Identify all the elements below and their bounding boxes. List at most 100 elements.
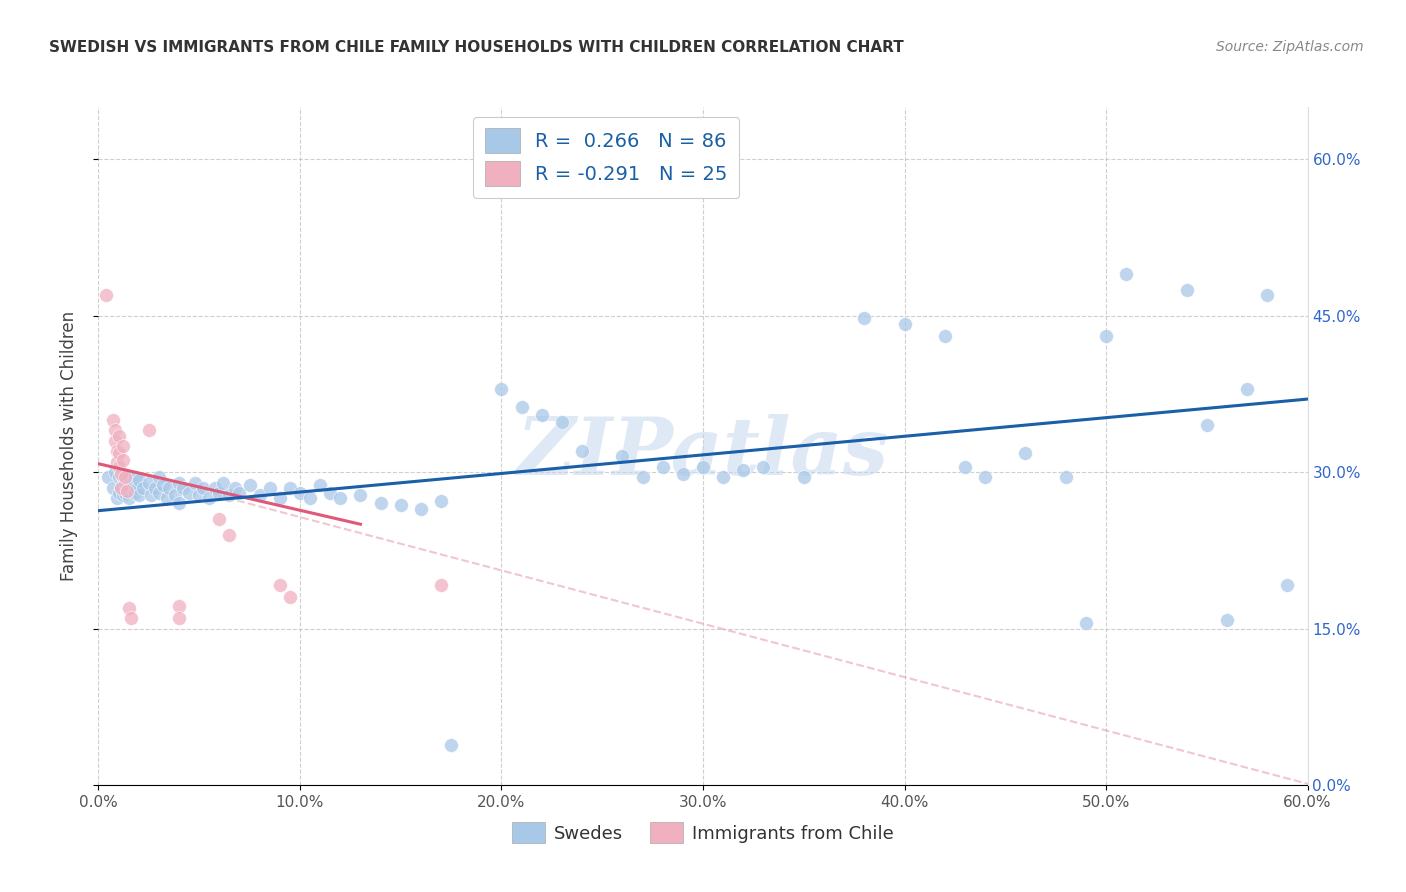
Point bbox=[143, 481, 166, 495]
Point bbox=[114, 486, 136, 500]
Point bbox=[530, 408, 553, 422]
Point bbox=[224, 481, 246, 495]
Point bbox=[733, 463, 755, 477]
Point bbox=[111, 488, 134, 502]
Point bbox=[157, 481, 180, 495]
Point bbox=[893, 317, 915, 331]
Point bbox=[107, 459, 129, 474]
Point bbox=[1115, 267, 1137, 281]
Point bbox=[105, 455, 128, 469]
Point bbox=[103, 465, 125, 479]
Point bbox=[370, 496, 392, 510]
Point bbox=[571, 444, 593, 458]
Point bbox=[204, 481, 226, 495]
Point bbox=[120, 481, 142, 495]
Point bbox=[115, 481, 138, 495]
Point bbox=[184, 475, 207, 490]
Point bbox=[208, 512, 231, 526]
Point bbox=[218, 527, 240, 541]
Text: ZIPatlas: ZIPatlas bbox=[517, 414, 889, 491]
Point bbox=[249, 488, 271, 502]
Point bbox=[1277, 578, 1299, 592]
Point bbox=[440, 739, 463, 753]
Point bbox=[853, 310, 876, 325]
Point bbox=[148, 470, 170, 484]
Point bbox=[97, 470, 120, 484]
Point bbox=[631, 470, 654, 484]
Point bbox=[193, 481, 215, 495]
Legend: Swedes, Immigrants from Chile: Swedes, Immigrants from Chile bbox=[505, 815, 901, 850]
Point bbox=[115, 483, 138, 498]
Point bbox=[239, 477, 262, 491]
Point bbox=[120, 611, 142, 625]
Point bbox=[672, 467, 695, 482]
Point bbox=[103, 434, 125, 448]
Point bbox=[711, 470, 734, 484]
Point bbox=[172, 481, 194, 495]
Point bbox=[128, 474, 150, 488]
Point bbox=[114, 470, 136, 484]
Point bbox=[118, 600, 141, 615]
Point bbox=[510, 401, 533, 415]
Point bbox=[1175, 283, 1198, 297]
Point bbox=[110, 467, 132, 482]
Point bbox=[110, 481, 132, 495]
Point bbox=[651, 459, 673, 474]
Point bbox=[430, 494, 453, 508]
Point bbox=[118, 491, 141, 505]
Point bbox=[974, 470, 997, 484]
Point bbox=[212, 475, 235, 490]
Point bbox=[953, 459, 976, 474]
Point bbox=[128, 488, 150, 502]
Point bbox=[101, 413, 124, 427]
Point bbox=[121, 475, 143, 490]
Point bbox=[105, 444, 128, 458]
Point bbox=[138, 475, 160, 490]
Point bbox=[218, 488, 240, 502]
Point bbox=[101, 481, 124, 495]
Point bbox=[107, 428, 129, 442]
Point bbox=[167, 599, 190, 613]
Point bbox=[1216, 613, 1239, 627]
Point bbox=[288, 486, 311, 500]
Point bbox=[138, 423, 160, 437]
Point bbox=[139, 488, 162, 502]
Y-axis label: Family Households with Children: Family Households with Children bbox=[59, 311, 77, 581]
Point bbox=[349, 488, 371, 502]
Point bbox=[110, 481, 132, 495]
Point bbox=[148, 486, 170, 500]
Point bbox=[179, 486, 201, 500]
Point bbox=[107, 446, 129, 460]
Point bbox=[1195, 418, 1218, 433]
Point bbox=[612, 450, 634, 464]
Point bbox=[163, 488, 186, 502]
Point bbox=[125, 481, 148, 495]
Text: Source: ZipAtlas.com: Source: ZipAtlas.com bbox=[1216, 40, 1364, 54]
Point bbox=[132, 481, 155, 495]
Point bbox=[1236, 382, 1258, 396]
Point bbox=[228, 486, 250, 500]
Point bbox=[156, 491, 179, 505]
Point bbox=[793, 470, 815, 484]
Point bbox=[692, 459, 714, 474]
Point bbox=[1014, 446, 1036, 460]
Point bbox=[430, 578, 453, 592]
Point bbox=[167, 475, 190, 490]
Point bbox=[269, 491, 291, 505]
Point bbox=[198, 491, 221, 505]
Point bbox=[259, 481, 281, 495]
Point bbox=[124, 470, 146, 484]
Point bbox=[107, 470, 129, 484]
Point bbox=[167, 496, 190, 510]
Point bbox=[188, 488, 211, 502]
Point bbox=[111, 470, 134, 484]
Point bbox=[1054, 470, 1077, 484]
Point bbox=[111, 439, 134, 453]
Point bbox=[389, 499, 412, 513]
Point bbox=[329, 491, 352, 505]
Point bbox=[551, 415, 574, 429]
Point bbox=[124, 486, 146, 500]
Point bbox=[309, 477, 332, 491]
Point bbox=[752, 459, 775, 474]
Point bbox=[278, 591, 301, 605]
